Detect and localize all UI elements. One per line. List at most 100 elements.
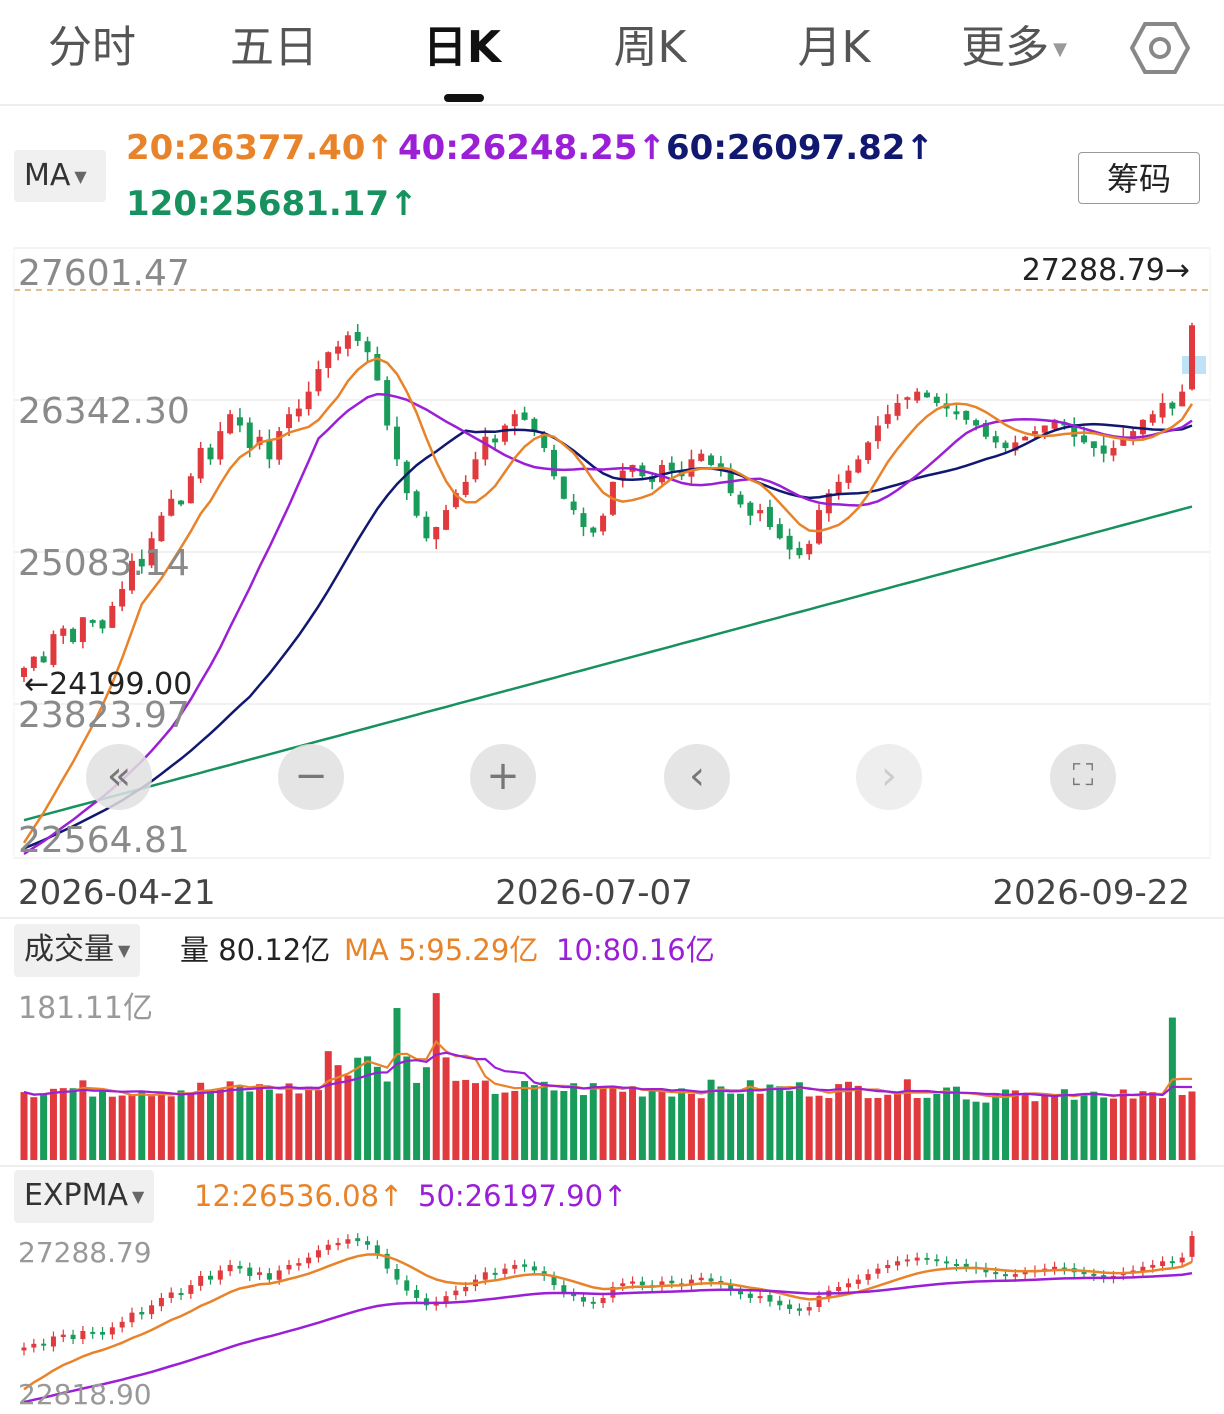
candle-body <box>60 628 67 636</box>
expma-candle-body <box>365 1241 371 1245</box>
scroll-right-button[interactable]: › <box>856 744 922 810</box>
tab-five-day[interactable]: 五日 <box>230 22 318 73</box>
ma-lines <box>22 357 1194 856</box>
candle-body <box>452 493 459 508</box>
volume-bar <box>570 1083 578 1160</box>
volume-bar <box>79 1080 87 1160</box>
expma-candle-body <box>502 1268 508 1274</box>
tab-intraday[interactable]: 分时 <box>48 22 136 73</box>
expma-candle-body <box>266 1273 272 1280</box>
expma-candle-body <box>747 1293 753 1298</box>
candle-body <box>128 560 135 591</box>
volume-bar <box>982 1102 990 1160</box>
expma-candle-body <box>993 1272 999 1275</box>
volume-bar <box>766 1084 774 1160</box>
volume-bar <box>992 1092 1000 1160</box>
expma-candle-body <box>816 1296 822 1308</box>
candle-body <box>99 620 106 629</box>
ma-selector-label: MA <box>24 158 71 193</box>
expma-candle-body <box>100 1331 106 1335</box>
expma-candle-body <box>767 1295 773 1302</box>
candle-body <box>70 628 77 643</box>
expma-candle-body <box>257 1272 263 1275</box>
volume-bar <box>1060 1089 1068 1160</box>
expma-candle-body <box>374 1245 380 1254</box>
expma-candle-body <box>522 1264 528 1267</box>
date-label-end: 2026-09-22 <box>992 873 1190 913</box>
gear-icon[interactable] <box>1130 20 1190 76</box>
expma-candle-body <box>777 1300 783 1306</box>
candle-body <box>757 510 764 514</box>
tab-weekly-k[interactable]: 周K <box>613 22 687 73</box>
volume-bar <box>687 1093 695 1160</box>
zoom-out-button[interactable]: − <box>278 744 344 810</box>
candle-body <box>619 470 626 479</box>
expma-indicator-selector[interactable]: EXPMA ▼ <box>14 1170 155 1223</box>
candle-body <box>217 431 224 460</box>
expma-candle-body <box>453 1290 459 1296</box>
chip-distribution-button[interactable]: 筹码 <box>1078 152 1200 204</box>
candle-body <box>325 352 332 368</box>
fullscreen-button[interactable]: ⛶ <box>1050 744 1116 810</box>
ma40-line <box>23 392 1193 856</box>
candle-body <box>364 341 371 353</box>
candle-body <box>992 436 999 443</box>
volume-bar <box>1002 1089 1010 1160</box>
expma-candle-body <box>237 1265 243 1269</box>
volume-bar <box>305 1086 313 1160</box>
candle-body <box>796 547 803 556</box>
expma-candle-body <box>296 1263 302 1266</box>
expma-candle-body <box>119 1321 125 1328</box>
expma-candle-body <box>315 1250 321 1258</box>
candle-body <box>266 439 273 460</box>
volume-bar <box>609 1087 617 1160</box>
zoom-out-fast-button[interactable]: « <box>86 744 152 810</box>
candle-body <box>1041 425 1048 433</box>
candle-body <box>1169 402 1176 409</box>
ma-indicator-selector[interactable]: MA ▼ <box>14 150 106 202</box>
candle-body <box>286 414 293 429</box>
candle-body <box>904 397 911 400</box>
candle-body <box>1090 441 1097 449</box>
expma-candle-body <box>50 1336 56 1347</box>
tab-daily-k[interactable]: 日K <box>422 22 502 73</box>
candle-body <box>874 425 881 442</box>
volume-bar <box>638 1096 646 1160</box>
volume-bar <box>874 1097 882 1160</box>
tab-monthly-k[interactable]: 月K <box>797 22 871 73</box>
expma-candle-body <box>787 1304 793 1309</box>
volume-bar <box>1188 1091 1196 1160</box>
volume-bar <box>884 1094 892 1160</box>
expma-candle-body <box>325 1244 331 1250</box>
candle-body <box>187 476 194 504</box>
scroll-left-button[interactable]: ‹ <box>664 744 730 810</box>
ma120-line <box>23 505 1193 822</box>
volume-bar <box>128 1095 136 1160</box>
zoom-in-button[interactable]: + <box>470 744 536 810</box>
volume-bar <box>20 1092 28 1160</box>
candle-body <box>1012 442 1019 451</box>
volume-bar <box>481 1080 489 1160</box>
candle-body <box>1071 424 1078 437</box>
volume-bar <box>236 1085 244 1160</box>
candle-body <box>963 410 970 420</box>
volume-bar <box>452 1080 460 1160</box>
volume-bar <box>265 1089 273 1160</box>
expma-candle-body <box>1052 1266 1058 1270</box>
tab-more[interactable]: 更多 ▼ <box>946 18 1082 80</box>
expma-candle-body <box>875 1268 881 1274</box>
volume-bar <box>275 1093 283 1160</box>
candle-body <box>295 408 302 417</box>
min-price-marker: ←24199.00 <box>24 667 192 702</box>
volume-indicator-selector[interactable]: 成交量 ▼ <box>14 924 141 977</box>
volume-bar <box>844 1081 852 1160</box>
volume-ma5: MA 5:95.29亿 <box>344 933 539 967</box>
expma-candle-body <box>60 1334 66 1338</box>
volume-bar <box>59 1088 67 1160</box>
date-label-start: 2026-04-21 <box>18 873 216 913</box>
candle-body <box>89 620 96 623</box>
volume-bar <box>1080 1093 1088 1160</box>
expma-candle-body <box>463 1286 469 1292</box>
expma12-line <box>23 1253 1193 1391</box>
